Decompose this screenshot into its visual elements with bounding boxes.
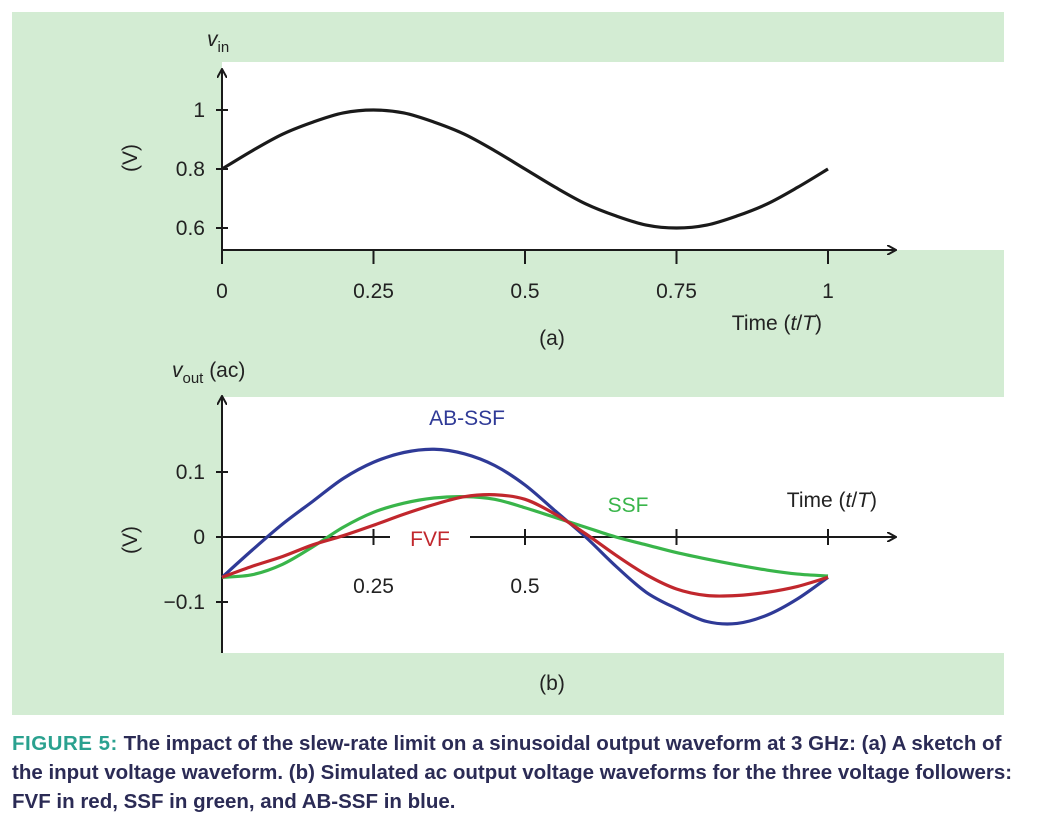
plot-area [222,397,1007,653]
caption-figure-label: FIGURE 5: [12,732,118,755]
x-tick-label: 0.75 [656,280,697,303]
y-axis-subscript: in [218,39,230,56]
y-axis-symbol: v [172,359,184,382]
fvf-label-backdrop [390,534,470,546]
series-line-input [221,108,829,230]
y-tick-label: 0 [193,526,205,549]
x-tick-label: 0.5 [510,280,539,303]
caption-text: The impact of the slew-rate limit on a s… [12,732,1013,813]
x-tick-label: 1 [822,280,834,303]
x-axis-title-part: ) [870,489,877,512]
y-axis-suffix: (ac) [203,359,245,382]
x-axis-title-part: Time ( [732,312,791,335]
y-tick-label: −0.1 [164,591,205,614]
series-line-fvf [221,493,829,598]
x-axis-title-part: T [802,312,817,335]
y-axis-unit: (V) [119,144,142,172]
plot-area [222,62,1007,250]
y-tick-label: 1 [193,99,205,122]
x-tick-label: 0.25 [353,575,394,598]
chart-a-input-waveform: 1 0.8 0.6 0 0.25 0.5 0.75 1 vin (V) Time (t/T) (a) [119,28,1007,350]
x-axis-title: Time (t/T) [787,489,877,512]
y-axis-title: vout (ac) [172,359,245,387]
x-axis-title: Time (t/T) [732,312,822,335]
series-label-fvf: FVF [410,528,450,551]
panel-label: (a) [539,327,565,350]
x-axis-title-part: / [851,489,857,512]
x-axis-title-part: t [790,312,797,335]
x-axis-title-part: T [857,489,872,512]
chart-b-output-waveforms: 0.1 0 −0.1 0.25 0.5 AB-SSF SSF FVF vout (ac) (V) T… [119,359,1007,695]
x-axis-title-part: ) [815,312,822,335]
x-axis-title-part: Time ( [787,489,846,512]
y-axis-unit: (V) [119,526,142,554]
series-label-ssf: SSF [608,494,649,517]
x-axis-title-part: t [845,489,852,512]
panel-label: (b) [539,672,565,695]
y-axis-subscript: out [183,370,205,387]
x-tick-label: 0 [216,280,228,303]
figure-caption: FIGURE 5: The impact of the slew-rate li… [12,729,1027,816]
y-axis-title: vin [207,28,229,56]
x-tick-label: 0.5 [510,575,539,598]
y-tick-label: 0.6 [176,217,205,240]
series-line-ab-ssf [220,447,829,626]
series-label-ab-ssf: AB-SSF [429,407,505,430]
y-axis-symbol: v [207,28,219,51]
y-tick-label: 0.1 [176,461,205,484]
x-axis-title-part: / [796,312,802,335]
x-tick-label: 0.25 [353,280,394,303]
y-tick-label: 0.8 [176,158,205,181]
